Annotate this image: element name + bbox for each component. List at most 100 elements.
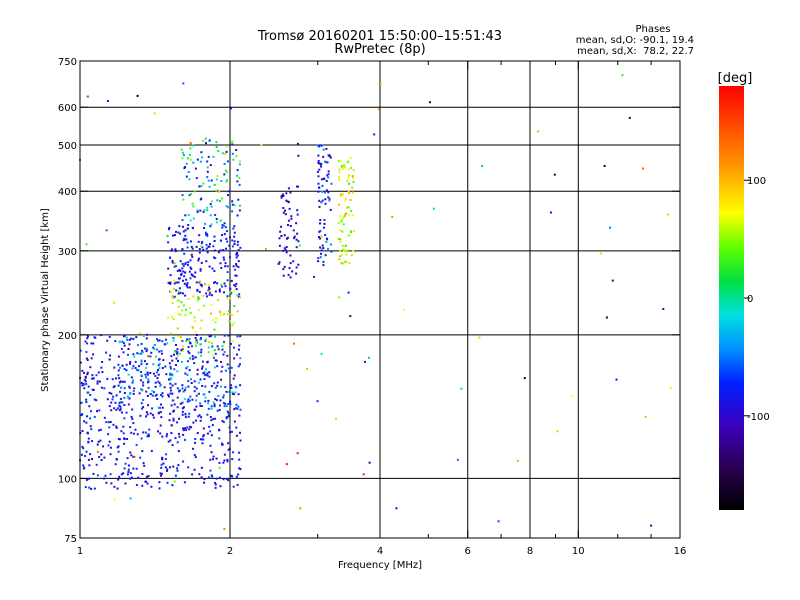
data-point (121, 364, 124, 367)
data-point (92, 353, 95, 356)
data-point (117, 384, 120, 387)
data-point (198, 185, 201, 188)
data-point (116, 407, 119, 410)
data-point (181, 309, 184, 312)
data-point (169, 376, 172, 379)
data-point (177, 450, 180, 453)
data-point (188, 270, 191, 273)
data-point (318, 199, 321, 202)
data-point (125, 336, 128, 339)
data-point (666, 213, 669, 216)
data-point (129, 472, 132, 475)
data-point (100, 386, 103, 389)
data-point (210, 223, 213, 226)
data-point (322, 226, 325, 229)
data-point (599, 252, 602, 255)
data-point (125, 369, 128, 372)
data-point (142, 335, 145, 337)
data-point (339, 240, 342, 243)
data-point (196, 373, 199, 376)
data-point (182, 225, 184, 228)
data-point (172, 296, 175, 299)
data-point (117, 374, 120, 377)
data-point (173, 350, 176, 353)
data-point (150, 449, 153, 452)
data-point (123, 380, 126, 383)
data-point (138, 352, 141, 355)
data-point (109, 453, 112, 456)
data-point (170, 332, 173, 335)
data-point (194, 438, 197, 440)
data-point (210, 205, 213, 208)
data-point (184, 428, 187, 431)
data-point (126, 339, 129, 341)
data-point (89, 425, 92, 428)
data-point (238, 183, 241, 186)
data-point (194, 344, 197, 347)
data-point (133, 387, 136, 390)
data-point (285, 246, 288, 248)
data-point (230, 430, 233, 433)
data-point (160, 416, 163, 419)
data-point (208, 265, 211, 268)
data-point (119, 397, 122, 400)
data-point (214, 214, 217, 216)
data-point (198, 248, 201, 250)
data-point (188, 357, 191, 360)
data-point (218, 404, 221, 407)
data-point (123, 344, 126, 347)
data-point (282, 195, 285, 197)
data-point (162, 462, 165, 465)
data-point (238, 348, 240, 351)
data-point (226, 160, 229, 163)
data-point (79, 349, 82, 352)
data-point (130, 454, 133, 457)
data-point (169, 274, 172, 277)
data-point (117, 369, 120, 372)
data-point (139, 456, 142, 459)
data-point (199, 402, 202, 405)
data-point (213, 405, 216, 408)
data-point (105, 351, 108, 354)
data-point (179, 402, 182, 405)
data-point (553, 173, 556, 176)
data-point (108, 405, 111, 408)
data-point (621, 74, 624, 77)
data-point (196, 334, 198, 336)
data-point (345, 162, 348, 165)
data-point (173, 282, 176, 285)
data-point (218, 200, 221, 202)
data-point (206, 251, 209, 254)
data-point (603, 165, 606, 167)
data-point (171, 261, 174, 264)
x-tick-label: 8 (527, 546, 533, 557)
data-point (227, 415, 230, 417)
data-point (202, 140, 205, 142)
data-point (176, 269, 179, 272)
data-point (151, 394, 154, 397)
data-point (210, 303, 213, 306)
data-point (145, 366, 148, 369)
data-point (339, 238, 342, 241)
data-point (223, 258, 226, 261)
data-point (166, 469, 168, 472)
data-point (172, 419, 175, 422)
data-point (140, 342, 143, 345)
data-point (209, 416, 212, 419)
data-point (204, 231, 207, 234)
data-point (213, 403, 216, 406)
data-point (206, 209, 209, 212)
data-point (235, 155, 238, 158)
data-point (198, 414, 201, 417)
data-point (193, 408, 196, 411)
data-point (324, 198, 327, 201)
data-point (207, 155, 210, 158)
data-point (158, 406, 161, 409)
data-point (214, 321, 217, 324)
data-point (140, 402, 143, 405)
data-point (228, 256, 231, 259)
data-point (202, 182, 205, 185)
data-point (142, 381, 145, 384)
data-point (229, 403, 232, 406)
data-point (289, 276, 292, 279)
